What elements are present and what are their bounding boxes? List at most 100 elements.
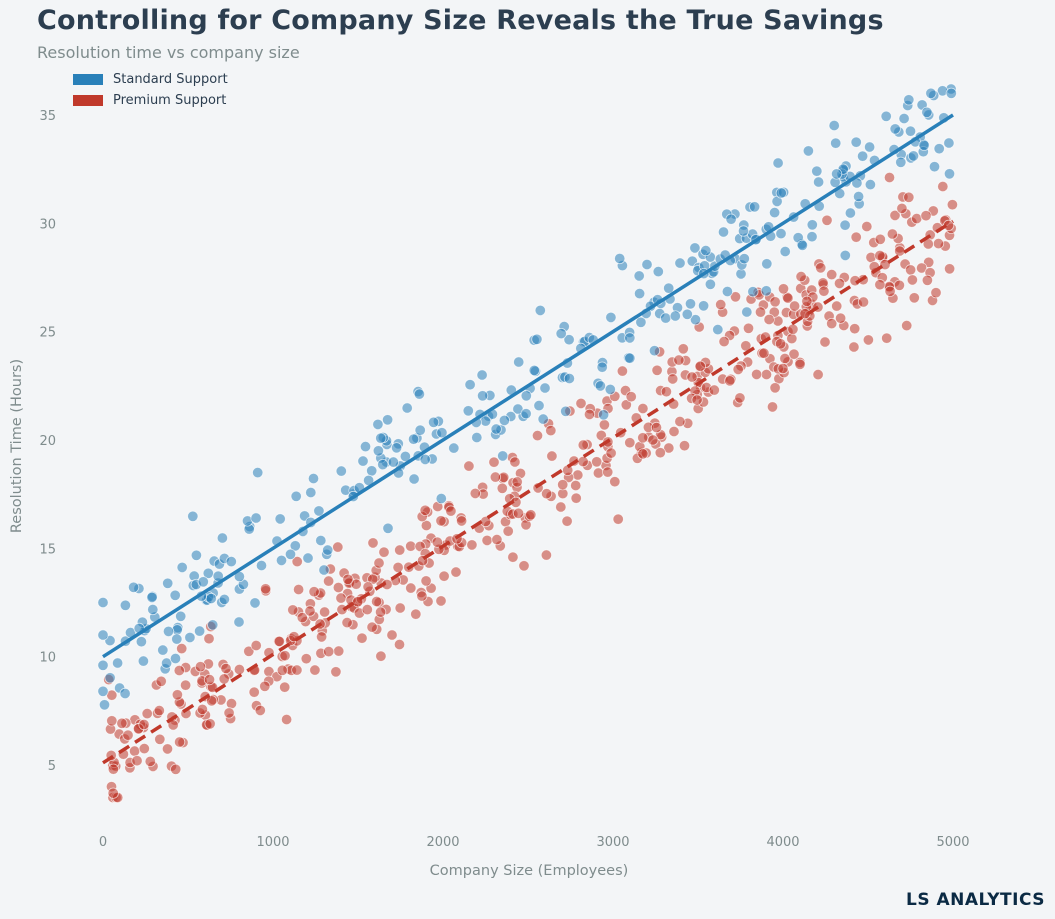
premium-point bbox=[577, 439, 589, 451]
premium-point bbox=[546, 450, 558, 462]
premium-point bbox=[901, 319, 913, 332]
standard-point bbox=[689, 242, 701, 254]
premium-point bbox=[273, 635, 285, 648]
premium-point bbox=[531, 429, 544, 442]
premium-point bbox=[769, 382, 781, 394]
premium-point bbox=[204, 718, 216, 730]
premium-point bbox=[750, 368, 763, 380]
standard-point bbox=[381, 414, 394, 426]
standard-point bbox=[555, 327, 567, 340]
standard-point bbox=[225, 555, 237, 568]
standard-point bbox=[534, 304, 546, 316]
premium-point bbox=[153, 704, 165, 717]
legend-label-standard: Standard Support bbox=[113, 72, 228, 87]
standard-point bbox=[635, 316, 647, 328]
premium-point bbox=[637, 432, 649, 444]
premium-point bbox=[691, 394, 703, 406]
standard-point bbox=[844, 207, 857, 219]
standard-point bbox=[943, 168, 956, 180]
premium-point bbox=[129, 745, 141, 757]
premium-point bbox=[908, 292, 920, 304]
standard-point bbox=[648, 345, 661, 357]
standard-point bbox=[498, 414, 510, 426]
standard-point bbox=[399, 450, 411, 462]
standard-point bbox=[479, 415, 492, 427]
premium-point bbox=[577, 455, 589, 468]
standard-point bbox=[414, 424, 426, 436]
standard-point bbox=[335, 465, 347, 477]
standard-point bbox=[187, 510, 199, 522]
premium-point bbox=[774, 338, 787, 350]
premium-point bbox=[106, 715, 118, 727]
standard-point bbox=[104, 672, 116, 684]
standard-point bbox=[146, 591, 158, 604]
standard-point bbox=[372, 418, 384, 430]
standard-point bbox=[945, 87, 957, 99]
standard-point bbox=[357, 455, 369, 467]
premium-point bbox=[724, 375, 736, 387]
standard-point bbox=[863, 141, 876, 153]
standard-point bbox=[684, 298, 697, 310]
premium-point bbox=[777, 362, 789, 375]
premium-point bbox=[758, 347, 770, 359]
premium-point bbox=[769, 296, 781, 308]
premium-point bbox=[734, 392, 746, 404]
premium-point bbox=[946, 199, 959, 211]
standard-point bbox=[377, 458, 389, 471]
premium-point bbox=[509, 456, 521, 468]
premium-point bbox=[766, 401, 779, 413]
premium-point bbox=[540, 488, 553, 500]
y-axis-label: Resolution Time (Hours) bbox=[9, 359, 25, 533]
premium-point bbox=[122, 729, 134, 741]
standard-point bbox=[128, 581, 140, 593]
standard-point bbox=[660, 312, 672, 324]
premium-point bbox=[651, 364, 663, 376]
legend-label-premium: Premium Support bbox=[113, 93, 227, 108]
premium-point bbox=[361, 603, 373, 616]
standard-point bbox=[98, 699, 111, 711]
premium-point bbox=[489, 471, 501, 483]
standard-point bbox=[413, 388, 425, 400]
premium-point bbox=[491, 533, 503, 546]
standard-point bbox=[250, 512, 262, 524]
standard-point bbox=[652, 265, 664, 278]
premium-point bbox=[874, 233, 886, 245]
standard-point bbox=[717, 226, 730, 238]
standard-point bbox=[184, 631, 196, 644]
standard-point bbox=[290, 490, 302, 502]
premium-point bbox=[138, 742, 150, 755]
premium-point bbox=[624, 437, 636, 449]
standard-point bbox=[97, 596, 109, 609]
standard-point bbox=[828, 119, 840, 132]
standard-point bbox=[490, 423, 502, 435]
premium-point bbox=[915, 262, 928, 274]
premium-point bbox=[812, 368, 824, 381]
premium-point bbox=[438, 570, 450, 582]
premium-point bbox=[194, 661, 207, 673]
premium-point bbox=[374, 606, 387, 618]
premium-point bbox=[279, 650, 291, 662]
standard-point bbox=[674, 257, 686, 269]
premium-point bbox=[906, 274, 919, 286]
standard-point bbox=[563, 372, 576, 385]
standard-point bbox=[641, 258, 653, 271]
premium-point bbox=[826, 317, 838, 330]
standard-point bbox=[419, 453, 431, 465]
premium-point bbox=[561, 515, 573, 527]
standard-point bbox=[274, 513, 286, 525]
premium-point bbox=[788, 348, 800, 360]
premium-point bbox=[173, 664, 185, 677]
legend-swatch-standard bbox=[73, 74, 103, 85]
standard-point bbox=[135, 636, 147, 648]
premium-point bbox=[511, 476, 523, 488]
premium-point bbox=[174, 736, 186, 748]
standard-point bbox=[596, 361, 608, 373]
premium-point bbox=[678, 440, 691, 452]
standard-point bbox=[471, 431, 483, 444]
premium-point bbox=[570, 479, 582, 492]
premium-point bbox=[315, 631, 328, 643]
premium-point bbox=[575, 397, 587, 409]
standard-point bbox=[387, 456, 399, 468]
standard-point bbox=[933, 143, 945, 155]
standard-point bbox=[761, 258, 773, 270]
